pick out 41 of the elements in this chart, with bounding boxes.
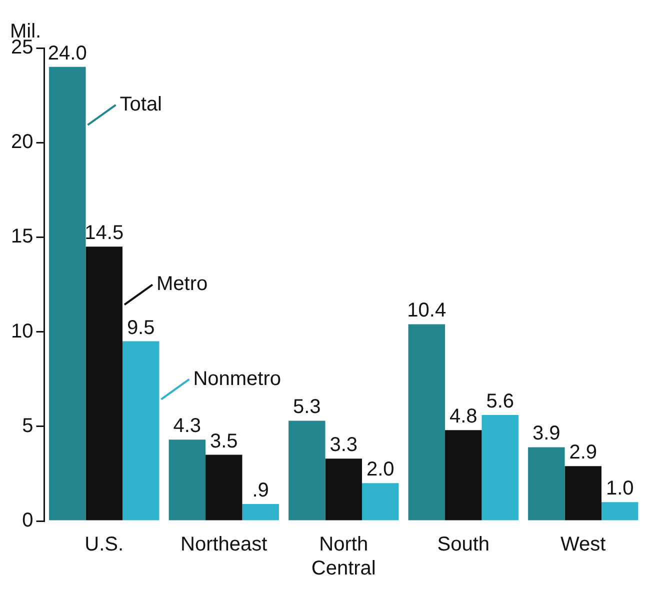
data-label: 3.9 — [532, 422, 560, 445]
data-label: 10.4 — [407, 300, 446, 322]
data-label: 4.3 — [173, 415, 202, 438]
data-label: 2.0 — [366, 458, 394, 481]
data-label: 9.5 — [126, 316, 155, 339]
data-label: 24.0 — [48, 42, 87, 64]
legend-label: Metro — [156, 273, 208, 296]
bar — [288, 420, 326, 520]
x-tick-label: South — [437, 534, 490, 556]
legend-label: Nonmetro — [193, 368, 282, 390]
bar — [564, 466, 602, 520]
y-tick-label: 0 — [22, 510, 34, 532]
bar — [206, 454, 242, 520]
x-tick-label: North Central — [311, 534, 376, 580]
data-label: 1.0 — [606, 478, 634, 500]
data-label: 14.5 — [84, 222, 124, 244]
legend-label: Total — [120, 93, 162, 116]
data-label: .9 — [252, 479, 269, 502]
y-tick-label: 15 — [10, 226, 34, 248]
bar — [601, 502, 638, 520]
bar — [168, 440, 206, 520]
data-label: 3.3 — [330, 434, 358, 456]
x-tick-label: U.S. — [84, 534, 124, 556]
bar — [242, 504, 279, 520]
data-label: 2.9 — [569, 442, 598, 464]
y-tick-label: 20 — [10, 131, 34, 154]
bar — [362, 483, 399, 520]
bar — [122, 341, 160, 520]
data-label: 5.6 — [486, 390, 514, 413]
bar — [445, 430, 482, 520]
data-label: 5.3 — [292, 396, 321, 418]
bar — [325, 458, 362, 520]
data-label: 3.5 — [210, 430, 238, 452]
x-tick-label: Northeast — [180, 534, 268, 556]
y-tick-label: 10 — [10, 320, 34, 342]
bar — [528, 447, 565, 520]
bar — [482, 415, 518, 520]
data-label: 4.8 — [449, 406, 478, 428]
x-tick-label: West — [560, 534, 606, 556]
bar — [408, 324, 446, 520]
y-tick-label: 5 — [22, 414, 34, 437]
